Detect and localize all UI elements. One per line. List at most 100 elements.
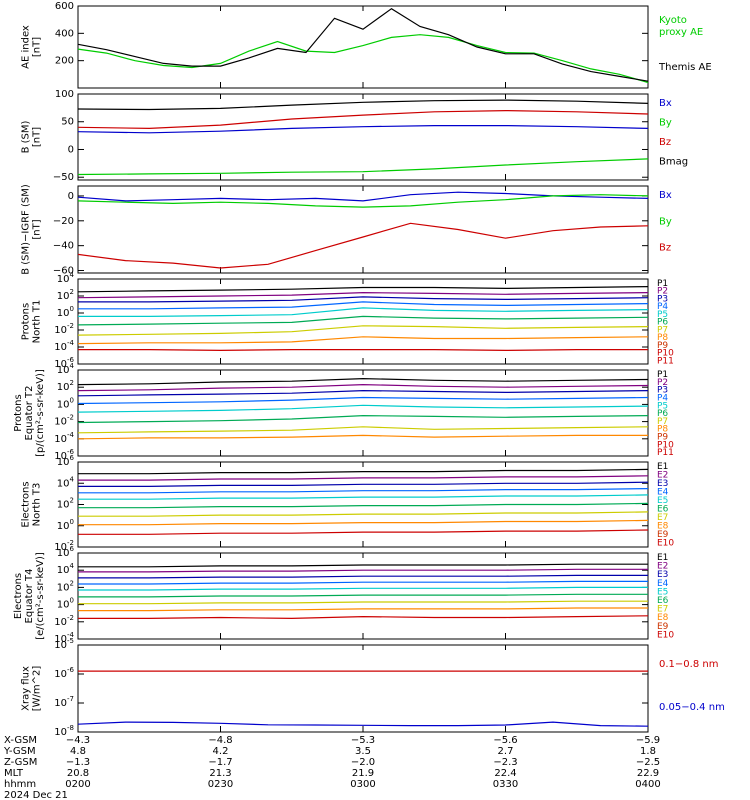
x-tick-label: 20.8: [67, 768, 89, 779]
series-label: P5: [657, 310, 668, 320]
series-label: E8: [657, 613, 669, 623]
series-label: E4: [657, 488, 669, 498]
series-line: [78, 475, 649, 481]
y-axis-label: North T3: [32, 483, 43, 527]
y-tick-label: 100: [57, 305, 74, 319]
y-axis-label: [nT]: [32, 127, 43, 147]
x-tick-label: −2.3: [493, 757, 517, 768]
series-label: E1: [657, 553, 668, 563]
series-line: [78, 586, 648, 591]
y-tick-label: 0: [68, 191, 74, 202]
y-tick-label: 104: [57, 362, 75, 376]
y-axis-label: [p/(cm²-s-sr-keV)]: [35, 369, 46, 457]
series-line: [78, 468, 649, 475]
x-tick-label: 0230: [208, 779, 233, 790]
y-tick-label: 10-2: [54, 614, 74, 628]
series-label: Bz: [659, 137, 671, 148]
y-axis-label: Protons: [13, 394, 24, 431]
series-label: P7: [657, 325, 668, 335]
y-axis-label: [e/(cm²-s-sr-keV)]: [35, 552, 46, 640]
x-tick-label: 1.8: [640, 746, 656, 757]
series-label: Bz: [659, 243, 671, 254]
y-axis-label: Electrons: [13, 573, 24, 619]
x-tick-label: 0330: [493, 779, 518, 790]
y-axis-label: Electrons: [21, 481, 32, 527]
series-line: [78, 301, 649, 310]
series-label: Bmag: [659, 157, 688, 168]
series-label: E2: [657, 471, 668, 481]
y-tick-label: 10-4: [54, 339, 74, 353]
y-tick-label: 10-2: [54, 322, 74, 336]
x-tick-label: −2.5: [636, 757, 660, 768]
series-label: Kyoto: [659, 15, 687, 26]
series-label: P6: [657, 318, 668, 328]
series-line: [77, 124, 649, 134]
series-line: [78, 494, 649, 500]
series-label: P8: [657, 333, 668, 343]
series-label: P9: [657, 433, 668, 443]
series-line: [77, 336, 649, 345]
series-line: [77, 383, 649, 392]
x-axis-row-label: Z-GSM: [4, 757, 37, 768]
series-label: 0.1−0.8 nm: [659, 659, 718, 670]
y-tick-label: 10-5: [54, 637, 74, 651]
y-tick-label: 102: [57, 379, 74, 393]
series-label: P8: [657, 425, 668, 435]
y-axis-label: Equator T4: [24, 569, 35, 624]
x-tick-label: 0200: [65, 779, 90, 790]
series-line: [77, 286, 649, 293]
y-tick-label: 200: [55, 56, 74, 67]
series-label: P2: [657, 287, 668, 297]
series-line: [77, 194, 649, 208]
x-tick-label: 21.9: [352, 768, 374, 779]
series-label: Bx: [659, 190, 672, 201]
y-tick-label: −40: [53, 241, 74, 252]
series-label: E9: [657, 622, 669, 632]
series-label: E5: [657, 587, 668, 597]
series-line: [78, 519, 649, 526]
series-line: [78, 296, 649, 303]
y-tick-label: 106: [57, 545, 75, 559]
y-axis-label: AE index: [21, 25, 32, 69]
y-tick-label: 102: [57, 579, 74, 593]
x-tick-label: 2.7: [498, 746, 514, 757]
y-tick-label: 10-2: [54, 414, 74, 428]
series-label: P5: [657, 401, 668, 411]
series-line: [78, 488, 649, 494]
series-line: [77, 158, 649, 176]
series-label: P4: [657, 302, 668, 312]
y-tick-label: 100: [57, 518, 74, 532]
series-line: [77, 396, 649, 405]
series-label: E5: [657, 496, 668, 506]
series-label: Bx: [659, 98, 672, 109]
series-line: [77, 109, 649, 130]
y-tick-label: −50: [53, 172, 74, 183]
series-line: [78, 481, 649, 487]
x-axis-row-label: Y-GSM: [3, 746, 36, 757]
series-line: [78, 580, 648, 585]
series-label: P3: [657, 294, 668, 304]
series-line: [77, 222, 649, 269]
y-tick-label: 0: [68, 144, 74, 155]
panel-frame: [77, 5, 649, 89]
panel-frame: [77, 644, 649, 733]
series-line: [78, 307, 649, 317]
y-tick-label: −60: [53, 266, 74, 277]
y-tick-label: 50: [61, 117, 74, 128]
series-label: P4: [657, 393, 668, 403]
series-line: [77, 99, 649, 111]
series-line: [77, 325, 649, 336]
y-tick-label: 10-4: [54, 431, 74, 445]
series-line: [78, 615, 649, 620]
x-tick-label: −5.9: [636, 735, 660, 746]
series-label: P11: [657, 448, 674, 458]
series-label: E3: [657, 570, 668, 580]
series-line: [78, 600, 648, 605]
y-tick-label: 10-6: [54, 666, 74, 680]
series-line: [78, 529, 649, 535]
x-tick-label: −1.7: [208, 757, 232, 768]
series-label: E3: [657, 479, 668, 489]
y-tick-label: 104: [57, 475, 75, 489]
x-axis-row-label: hhmm: [4, 779, 36, 790]
series-line: [77, 191, 649, 202]
